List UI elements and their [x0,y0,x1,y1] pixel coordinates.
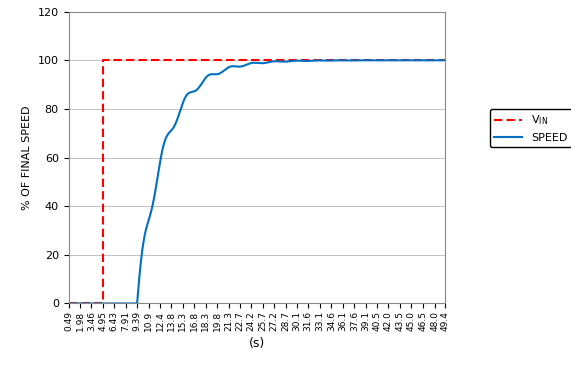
X-axis label: (s): (s) [249,337,265,350]
Legend: V$_\mathregular{IN}$, SPEED: V$_\mathregular{IN}$, SPEED [490,109,571,147]
Y-axis label: % OF FINAL SPEED: % OF FINAL SPEED [22,105,32,210]
